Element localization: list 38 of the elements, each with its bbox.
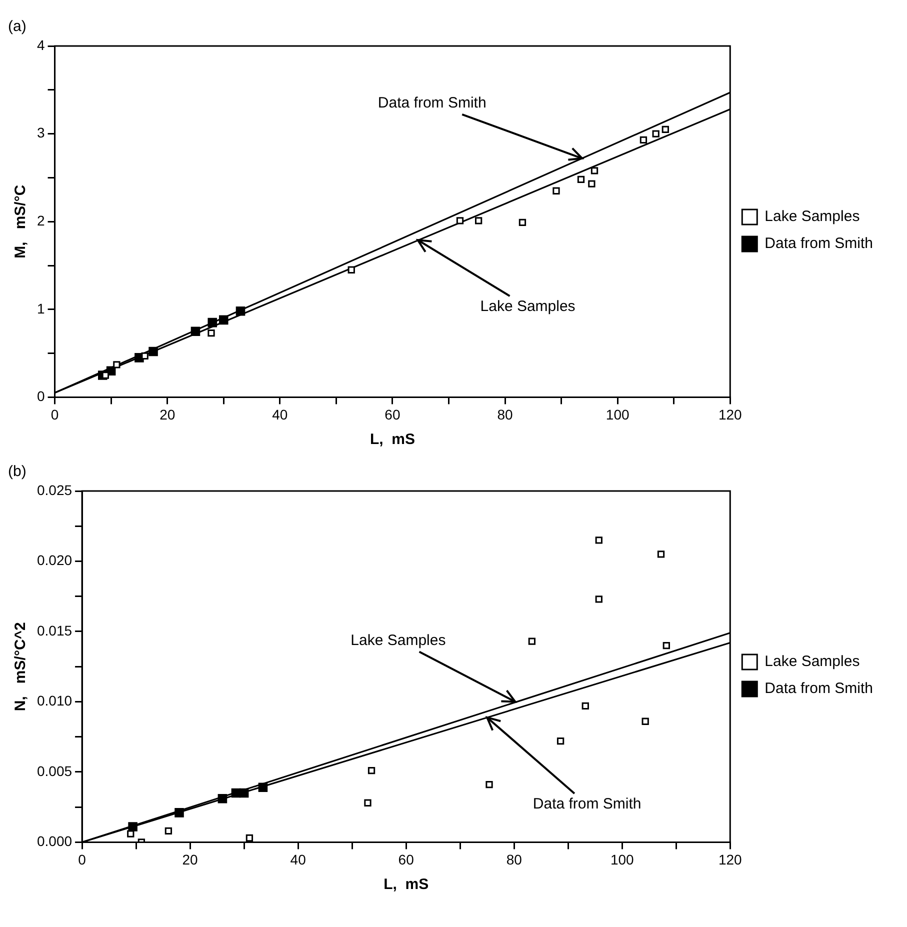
x-tick-label: 100 (606, 406, 630, 422)
x-tick-label: 20 (160, 406, 176, 422)
annotation: Lake Samples (480, 298, 576, 316)
y-tick-label: 0.025 (36, 482, 72, 498)
y-axis-title: N, mS/°C^2 (12, 622, 30, 712)
x-tick-label: 100 (610, 851, 634, 868)
annotation: Data from Smith (378, 94, 486, 112)
y-tick-label: 3 (36, 124, 45, 141)
legend-label: Data from Smith (764, 680, 874, 698)
x-axis-title: L, mS (370, 431, 415, 448)
y-tick-label: 1 (36, 300, 45, 316)
legend-label: Data from Smith (764, 235, 874, 252)
x-tick-label: 40 (290, 851, 306, 868)
y-tick-label: 4 (36, 36, 45, 53)
y-tick-label: 0.000 (36, 833, 72, 850)
x-tick-label: 20 (182, 851, 198, 868)
legend-label: Lake Samples (764, 208, 860, 226)
y-tick-label: 0.015 (36, 622, 72, 638)
annotation: Data from Smith (532, 796, 642, 813)
x-tick-label: 40 (272, 406, 288, 422)
y-tick-label: 0.010 (36, 692, 72, 709)
x-tick-label: 80 (497, 406, 514, 422)
annotation: Lake Samples (350, 632, 446, 649)
x-tick-label: 0 (78, 851, 86, 868)
legend-label: Lake Samples (764, 653, 860, 670)
chart-title: (b) (8, 463, 26, 480)
x-axis-title: L, mS (384, 876, 429, 894)
x-tick-label: 60 (398, 851, 414, 868)
y-axis-title: M, mS/°C (12, 184, 30, 258)
y-tick-label: 2 (36, 212, 45, 228)
chart-title: (a) (8, 18, 26, 36)
y-tick-label: 0 (36, 388, 45, 404)
x-tick-label: 60 (384, 406, 400, 422)
x-tick-label: 80 (506, 851, 522, 868)
x-tick-label: 120 (718, 851, 742, 868)
y-tick-label: 0.020 (36, 552, 72, 568)
x-tick-label: 120 (718, 406, 742, 422)
y-tick-label: 0.005 (36, 762, 72, 779)
